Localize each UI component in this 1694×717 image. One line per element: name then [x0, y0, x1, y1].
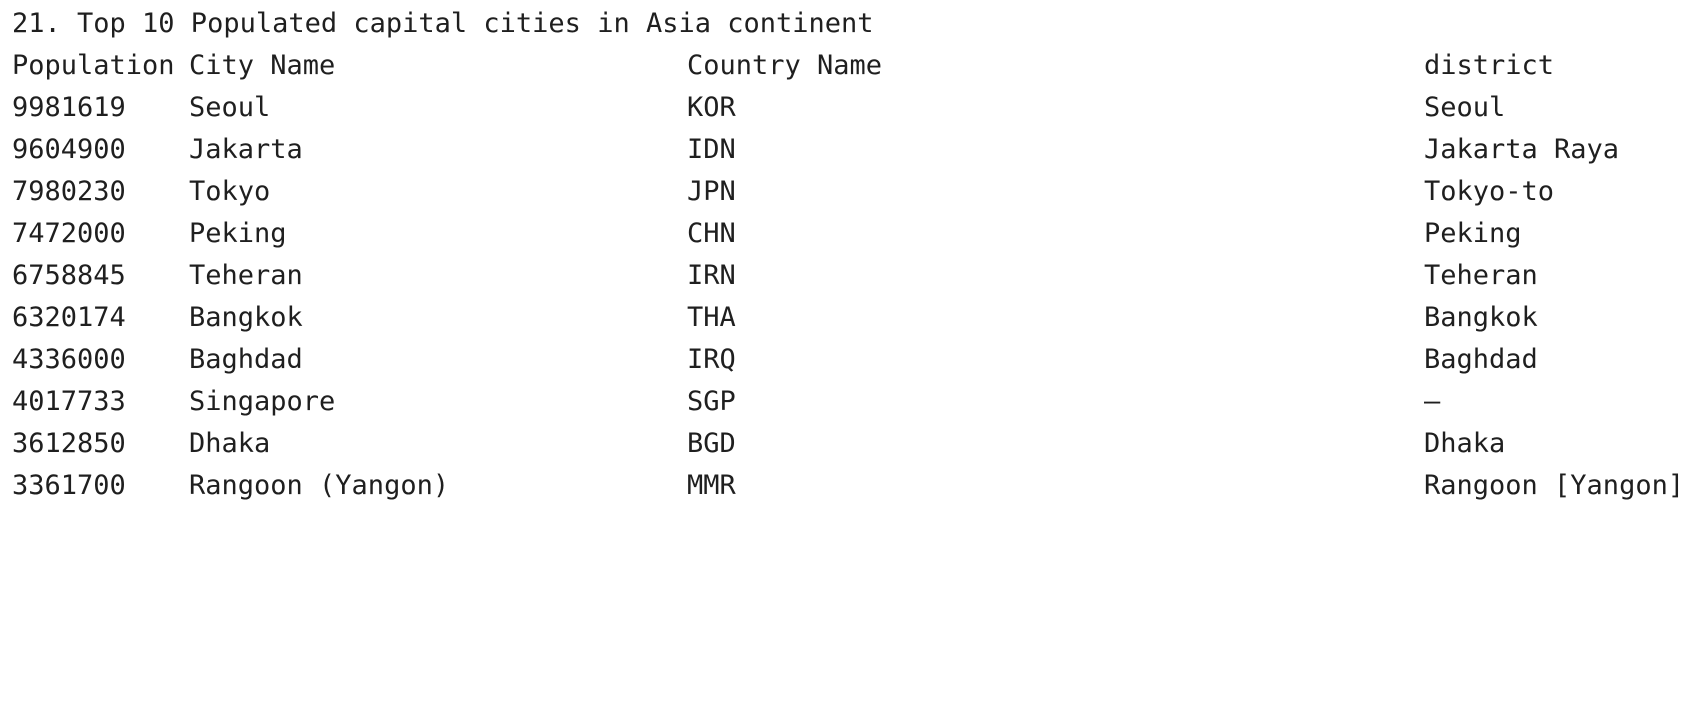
city-cell: Baghdad [189, 344, 303, 375]
population-cell: 3361700 [12, 470, 126, 501]
table-row: 7472000 Peking CHN Peking [12, 213, 1682, 255]
country-cell: BGD [687, 428, 736, 459]
district-cell: Peking [1424, 218, 1522, 249]
country-cell: MMR [687, 470, 736, 501]
district-cell: Baghdad [1424, 344, 1538, 375]
table-row: 6320174 Bangkok THA Bangkok [12, 297, 1682, 339]
header-population: Population [12, 50, 175, 81]
city-cell: Seoul [189, 92, 271, 123]
district-cell: Jakarta Raya [1424, 134, 1620, 165]
country-cell: THA [687, 302, 736, 333]
country-cell: SGP [687, 386, 736, 417]
city-cell: Jakarta [189, 134, 303, 165]
header-city-name: City Name [189, 50, 336, 81]
table-row: 6758845 Teheran IRN Teheran [12, 255, 1682, 297]
city-cell: Peking [189, 218, 287, 249]
district-cell: Dhaka [1424, 428, 1506, 459]
header-district: district [1424, 50, 1555, 81]
population-cell: 6758845 [12, 260, 126, 291]
city-cell: Teheran [189, 260, 303, 291]
population-cell: 9604900 [12, 134, 126, 165]
table-row: 9604900 Jakarta IDN Jakarta Raya [12, 129, 1682, 171]
table-row: 7980230 Tokyo JPN Tokyo-to [12, 171, 1682, 213]
district-cell: Rangoon [Yangon] [1424, 470, 1685, 501]
city-cell: Bangkok [189, 302, 303, 333]
population-cell: 4017733 [12, 386, 126, 417]
country-cell: KOR [687, 92, 736, 123]
table-header-row: Population City Name Country Name distri… [12, 45, 1682, 87]
city-cell: Dhaka [189, 428, 271, 459]
city-cell: Singapore [189, 386, 336, 417]
district-cell: – [1424, 386, 1441, 417]
population-cell: 3612850 [12, 428, 126, 459]
table-row: 4336000 Baghdad IRQ Baghdad [12, 339, 1682, 381]
table-row: 3612850 Dhaka BGD Dhaka [12, 423, 1682, 465]
query-title: 21. Top 10 Populated capital cities in A… [12, 8, 874, 39]
population-cell: 7472000 [12, 218, 126, 249]
district-cell: Bangkok [1424, 302, 1538, 333]
country-cell: IDN [687, 134, 736, 165]
city-cell: Rangoon (Yangon) [189, 470, 450, 501]
country-cell: IRN [687, 260, 736, 291]
country-cell: CHN [687, 218, 736, 249]
population-cell: 6320174 [12, 302, 126, 333]
population-cell: 7980230 [12, 176, 126, 207]
country-cell: JPN [687, 176, 736, 207]
header-country-name: Country Name [687, 50, 883, 81]
table-row: 3361700 Rangoon (Yangon) MMR Rangoon [Ya… [12, 465, 1685, 507]
population-cell: 4336000 [12, 344, 126, 375]
city-cell: Tokyo [189, 176, 271, 207]
table-row: 4017733 Singapore SGP – [12, 381, 1682, 423]
country-cell: IRQ [687, 344, 736, 375]
district-cell: Teheran [1424, 260, 1538, 291]
population-cell: 9981619 [12, 92, 126, 123]
console-output: 21. Top 10 Populated capital cities in A… [12, 0, 1685, 522]
table-row: 9981619 Seoul KOR Seoul [12, 87, 1682, 129]
district-cell: Tokyo-to [1424, 176, 1555, 207]
district-cell: Seoul [1424, 92, 1506, 123]
